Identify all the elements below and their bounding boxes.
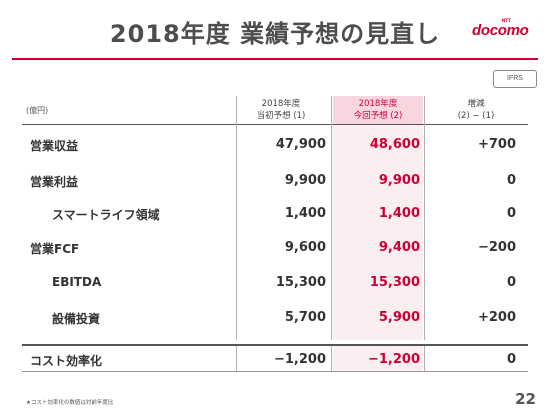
current-forecast-value: 15,300 (369, 275, 420, 290)
column-header-change-line2: (2) − (1) (457, 111, 495, 121)
column-header-initial-line2: 当初予想 (1) (256, 111, 306, 121)
title-underline (12, 58, 538, 60)
row-label: 営業収益 (30, 139, 79, 153)
current-forecast-highlight-cost (333, 345, 423, 371)
column-header-change-line1: 増減 (467, 99, 485, 109)
current-forecast-value: 1,400 (378, 206, 420, 221)
table-row: コスト効率化 −1,200 −1,200 0 (22, 349, 528, 369)
ifrs-badge: IFRS (493, 70, 537, 88)
row-label: EBITDA (52, 275, 102, 289)
unit-label: (億円) (26, 106, 49, 115)
current-forecast-value: −1,200 (367, 352, 420, 367)
change-value: +200 (477, 310, 516, 325)
current-forecast-value: 48,600 (369, 137, 420, 152)
column-divider (331, 96, 332, 340)
logo-brand-text: docomo (472, 22, 529, 39)
initial-forecast-value: 47,900 (275, 137, 326, 152)
initial-forecast-value: 9,900 (284, 173, 326, 188)
initial-forecast-value: 1,400 (284, 206, 326, 221)
column-divider (236, 346, 237, 371)
change-value: 0 (506, 275, 516, 290)
row-label: コスト効率化 (30, 354, 103, 368)
column-header-change: 増減 (2) − (1) (426, 96, 526, 124)
column-header-current-line2: 今回予想 (2) (353, 111, 403, 121)
row-label: 設備投資 (52, 312, 101, 326)
page-title: 2018年度 業績予想の見直し (109, 20, 441, 48)
column-divider (424, 346, 425, 371)
table-row: 設備投資 5,700 5,900 +200 (22, 307, 528, 327)
initial-forecast-value: 9,600 (284, 240, 326, 255)
column-header-current-line1: 2018年度 (358, 99, 398, 109)
column-header-current: 2018年度 今回予想 (2) (333, 96, 423, 124)
column-header-initial-line1: 2018年度 (261, 99, 301, 109)
column-divider (331, 346, 332, 371)
table-row: EBITDA 15,300 15,300 0 (22, 272, 528, 292)
footnote: ★コスト効率化の数値は対前年度比 (26, 400, 114, 406)
initial-forecast-value: 15,300 (275, 275, 326, 290)
header-rule (22, 124, 528, 125)
current-forecast-highlight (333, 125, 423, 340)
initial-forecast-value: −1,200 (273, 352, 326, 367)
page-number: 22 (515, 390, 536, 408)
current-forecast-value: 5,900 (378, 310, 420, 325)
change-value: 0 (506, 352, 516, 367)
column-header-initial: 2018年度 当初予想 (1) (238, 96, 324, 124)
cost-section-bottom-rule (22, 371, 528, 372)
initial-forecast-value: 5,700 (284, 310, 326, 325)
logo-ntt-text: NTT (502, 18, 511, 23)
row-label: スマートライフ領域 (52, 208, 160, 222)
table-row: 営業FCF 9,600 9,400 −200 (22, 237, 528, 257)
current-forecast-value: 9,400 (378, 240, 420, 255)
table-row: 営業利益 9,900 9,900 0 (22, 170, 528, 190)
change-value: −200 (477, 240, 516, 255)
docomo-logo: NTT docomo (472, 18, 536, 42)
table-row: 営業収益 47,900 48,600 +700 (22, 134, 528, 154)
table-row: スマートライフ領域 1,400 1,400 0 (22, 203, 528, 223)
column-divider (424, 96, 425, 340)
column-divider (236, 96, 237, 340)
change-value: 0 (506, 173, 516, 188)
current-forecast-value: 9,900 (378, 173, 420, 188)
change-value: 0 (506, 206, 516, 221)
row-label: 営業利益 (30, 175, 79, 189)
change-value: +700 (477, 137, 516, 152)
row-label: 営業FCF (30, 242, 80, 256)
cost-section-rule (22, 344, 528, 346)
